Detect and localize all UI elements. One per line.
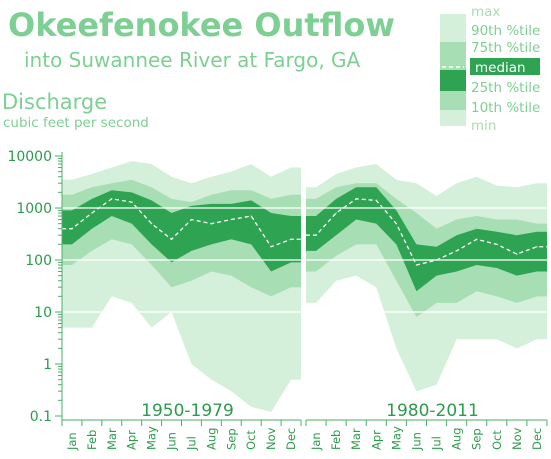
- x-tick-label: Nov: [264, 427, 278, 450]
- x-tick-label: Jan: [65, 432, 79, 451]
- y-tick-label: 1: [43, 357, 52, 373]
- legend-label: median: [475, 60, 526, 76]
- x-tick-label: Jun: [165, 432, 179, 451]
- point-median-May: [395, 223, 397, 225]
- panel-1950-1979: 1950-1979: [62, 161, 301, 421]
- x-tick-label: Sep: [470, 428, 484, 450]
- point-median-Oct: [496, 243, 498, 245]
- x-axis: Jan Feb Mar Apr May Jun Jul Aug Sep Oct Nov Dec Jan F…: [61, 419, 548, 451]
- point-median-Aug: [210, 223, 212, 225]
- x-tick-label: Oct: [490, 430, 504, 450]
- x-tick-label: Feb: [85, 430, 99, 450]
- x-tick-label: Apr: [125, 430, 139, 450]
- chart-title: Okeefenokee Outflow: [8, 6, 395, 44]
- x-tick-label: Sep: [224, 428, 238, 450]
- x-tick-label: Oct: [244, 430, 258, 450]
- x-tick-label: Aug: [450, 428, 464, 450]
- y-axis-label: Discharge: [2, 90, 107, 114]
- point-median-Dec: [536, 246, 538, 248]
- x-tick-label: Mar: [105, 428, 119, 450]
- point-median-Jan: [315, 234, 317, 236]
- legend-swatch-2: [440, 70, 466, 91]
- x-tick-label: Jun: [409, 432, 423, 451]
- x-tick-label: Dec: [530, 428, 544, 450]
- x-tick-label: Aug: [204, 428, 218, 450]
- legend-swatch-4: [440, 110, 466, 126]
- point-median-Jul: [190, 218, 193, 221]
- point-median-Oct: [250, 215, 252, 217]
- x-tick-label: Dec: [284, 428, 298, 450]
- x-tick-label: Nov: [510, 427, 524, 450]
- x-tick-label: May: [389, 426, 403, 450]
- point-median-Sep: [476, 238, 478, 240]
- point-median-Jun: [415, 264, 418, 266]
- panel-label: 1980-2011: [386, 401, 479, 421]
- x-tick-label: Feb: [329, 430, 343, 450]
- x-tick-label: Jul: [184, 436, 198, 451]
- legend-label: 10th %tile: [471, 100, 540, 116]
- point-median-Dec: [290, 238, 292, 240]
- point-median-May: [151, 223, 153, 225]
- median-line-1950-1979: [62, 198, 301, 248]
- legend-label: 90th %tile: [471, 23, 540, 39]
- legend-swatch-1: [440, 42, 466, 70]
- y-tick-label: 100: [25, 253, 52, 269]
- point-median-Jun: [170, 238, 173, 240]
- point-median-Mar: [355, 198, 357, 200]
- legend-label: 25th %tile: [471, 80, 540, 96]
- point-median-Apr: [375, 199, 377, 202]
- panel-1980-2011: 1980-2011: [306, 164, 547, 421]
- legend-label: 75th %tile: [471, 40, 540, 56]
- legend-label: min: [471, 118, 496, 134]
- x-tick-label: Mar: [349, 428, 363, 450]
- point-median-Feb: [335, 212, 337, 214]
- point-median-Nov: [270, 246, 272, 248]
- point-median-Nov: [516, 253, 518, 255]
- panel-label: 1950-1979: [141, 401, 234, 421]
- point-median-Sep: [230, 218, 232, 221]
- point-median-Mar: [111, 198, 113, 200]
- legend-median-badge: [470, 58, 540, 75]
- y-tick-label: 1000: [16, 201, 52, 217]
- y-tick-label: 10: [34, 305, 52, 321]
- x-tick-label: Jan: [309, 432, 323, 451]
- y-tick-label: 0.1: [30, 409, 52, 425]
- legend-swatch-0: [440, 14, 466, 42]
- legend-swatch-3: [440, 91, 466, 110]
- median-line-1980-2011: [306, 198, 547, 266]
- plot-area: 1950-1979 1980-2011: [62, 161, 547, 421]
- point-median-Aug: [456, 250, 458, 252]
- point-median-Feb: [91, 212, 93, 214]
- point-median-Jul: [435, 259, 438, 261]
- legend-label: max: [471, 4, 500, 20]
- point-median-Apr: [131, 201, 133, 203]
- y-tick-label: 10000: [7, 149, 52, 165]
- point-median-Jan: [71, 228, 73, 230]
- y-axis-unit: cubic feet per second: [3, 115, 149, 131]
- x-tick-label: Jul: [430, 436, 444, 451]
- x-tick-label: Apr: [369, 430, 383, 450]
- chart-subtitle: into Suwannee River at Fargo, GA: [24, 48, 361, 72]
- band-25-75-1980-2011: [306, 187, 547, 292]
- x-tick-label: May: [145, 426, 159, 450]
- y-axis: 10000 1000 100 10 1 0.1: [7, 149, 63, 425]
- band-25-75-1950-1979: [62, 190, 301, 272]
